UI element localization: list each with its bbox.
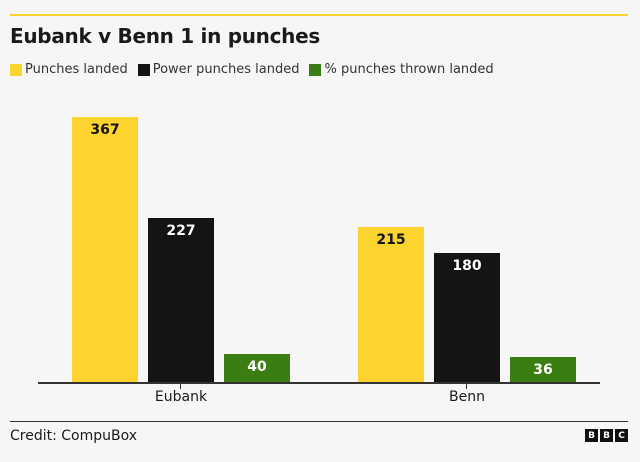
bar-value-label: 180: [452, 258, 482, 274]
legend-swatch: [137, 63, 150, 76]
legend: Punches landed Power punches landed % pu…: [10, 62, 504, 77]
bbc-logo-block: C: [615, 429, 628, 442]
bar-benn-power-punches-landed: 180: [434, 253, 500, 383]
category-label-benn: Benn: [449, 389, 485, 405]
footer-divider: [10, 421, 628, 422]
legend-item-punches-landed: Punches landed: [10, 62, 128, 77]
legend-item-percent-thrown-landed: % punches thrown landed: [309, 62, 494, 77]
bbc-logo: B B C: [583, 429, 628, 442]
x-axis-tick: [180, 384, 181, 389]
category-label-eubank: Eubank: [154, 389, 208, 405]
bar-value-label: 227: [166, 223, 196, 239]
legend-swatch: [10, 63, 22, 76]
bbc-logo-block: B: [585, 429, 598, 442]
legend-swatch: [309, 63, 322, 76]
chart-title: Eubank v Benn 1 in punches: [10, 24, 320, 48]
bar-value-label: 36: [533, 362, 553, 378]
bar-benn-punches-landed: 215: [358, 227, 424, 383]
bar-benn-percent-punches-thrown-landed: 36: [510, 357, 576, 383]
bar-eubank-power-punches-landed: 227: [148, 218, 214, 383]
bar-value-label: 215: [376, 232, 406, 248]
legend-item-power-punches-landed: Power punches landed: [137, 62, 300, 77]
x-axis-tick: [466, 384, 467, 389]
credit-text: Credit: CompuBox: [10, 428, 138, 444]
bar-value-label: 40: [247, 359, 267, 375]
bar-eubank-percent-punches-thrown-landed: 40: [224, 354, 290, 383]
legend-label: Punches landed: [25, 62, 128, 77]
top-accent-line: [10, 14, 628, 16]
legend-label: Power punches landed: [152, 62, 300, 77]
bbc-logo-block: B: [600, 429, 613, 442]
x-axis: [38, 382, 600, 384]
bar-eubank-punches-landed: 367: [72, 117, 138, 383]
bar-value-label: 367: [90, 122, 120, 138]
legend-label: % punches thrown landed: [324, 62, 494, 77]
